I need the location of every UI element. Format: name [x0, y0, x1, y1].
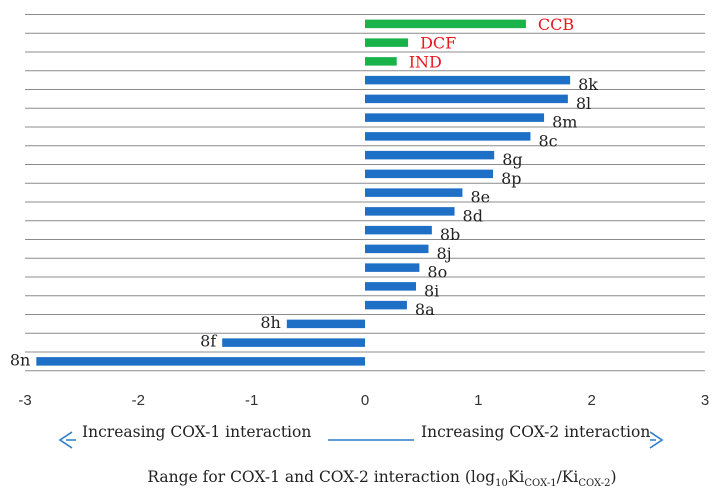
grid-lines	[25, 14, 705, 372]
x-tick-label-1: -2	[132, 392, 145, 409]
bar-label-8a: 8a	[415, 300, 435, 319]
x-axis-title-ki2: /Ki	[557, 468, 579, 486]
cox2-direction-label: Increasing COX-2 interaction	[421, 423, 650, 441]
bar-label-8k: 8k	[578, 75, 598, 94]
x-tick-label-3: 0	[361, 392, 369, 409]
bar-ind	[365, 57, 397, 66]
bar-label-8f: 8f	[200, 332, 217, 351]
bar-label-8g: 8g	[502, 150, 522, 169]
x-axis-title: Range for COX-1 and COX-2 interaction (l…	[147, 468, 616, 489]
x-tick-label-0: -3	[18, 392, 31, 409]
bar-label-ccb: CCB	[538, 15, 574, 34]
bar-label-8c: 8c	[538, 131, 557, 150]
annotation-background-right	[414, 421, 650, 441]
bar-8h	[286, 319, 365, 329]
bar-8i	[365, 282, 416, 291]
arrow-head-right	[649, 431, 664, 449]
x-tick-label-2: -1	[245, 392, 258, 409]
bar-label-8l: 8l	[576, 94, 591, 113]
bar-8l	[365, 94, 568, 104]
bar-8e	[365, 188, 463, 197]
bar-label-8d: 8d	[463, 206, 483, 225]
bar-label-8j: 8j	[436, 244, 451, 263]
bar-8j	[365, 244, 429, 254]
x-axis-title-ki: Ki	[508, 468, 525, 486]
bar-label-8b: 8b	[440, 225, 460, 244]
x-axis-title-sub-10: 10	[495, 478, 508, 489]
x-axis-title-sub-cox2: COX-2	[578, 478, 610, 489]
bar-8n	[36, 357, 365, 366]
bar-8a	[365, 300, 407, 310]
x-axis-title-sub-cox1: COX-1	[524, 478, 556, 489]
bar-8f	[222, 338, 365, 347]
bar-8p	[365, 169, 494, 179]
bar-label-8n: 8n	[10, 350, 30, 369]
bar-label-8p: 8p	[501, 169, 521, 188]
bar-8g	[365, 150, 495, 160]
bar-dcf	[365, 38, 409, 47]
x-axis-title-main: Range for COX-1 and COX-2 interaction (l…	[147, 468, 495, 486]
bar-8m	[365, 113, 545, 122]
bar-8o	[365, 263, 420, 272]
bar-8c	[365, 132, 531, 141]
bar-8d	[365, 207, 455, 216]
bar-label-8m: 8m	[552, 113, 577, 132]
x-tick-label-6: 3	[701, 392, 709, 409]
annotation-background-left	[76, 421, 328, 441]
bar-series	[36, 19, 571, 366]
x-tick-label-5: 2	[587, 392, 595, 409]
arrow-head-left	[58, 431, 73, 449]
bar-8k	[365, 75, 571, 85]
bar-label-8h: 8h	[260, 313, 280, 332]
x-tick-label-4: 1	[474, 392, 482, 409]
bar-label-8e: 8e	[470, 188, 490, 207]
bar-label-ind: IND	[409, 52, 442, 71]
bar-8b	[365, 225, 432, 235]
x-axis-ticks: -3 -2 -1 0 1 2 3	[18, 392, 709, 409]
bar-label-8o: 8o	[427, 263, 447, 282]
bar-label-dcf: DCF	[420, 34, 456, 53]
cox1-direction-label: Increasing COX-1 interaction	[82, 423, 311, 441]
bar-label-8i: 8i	[424, 281, 439, 300]
bar-ccb	[365, 19, 526, 29]
x-axis-title-close: )	[611, 468, 617, 486]
